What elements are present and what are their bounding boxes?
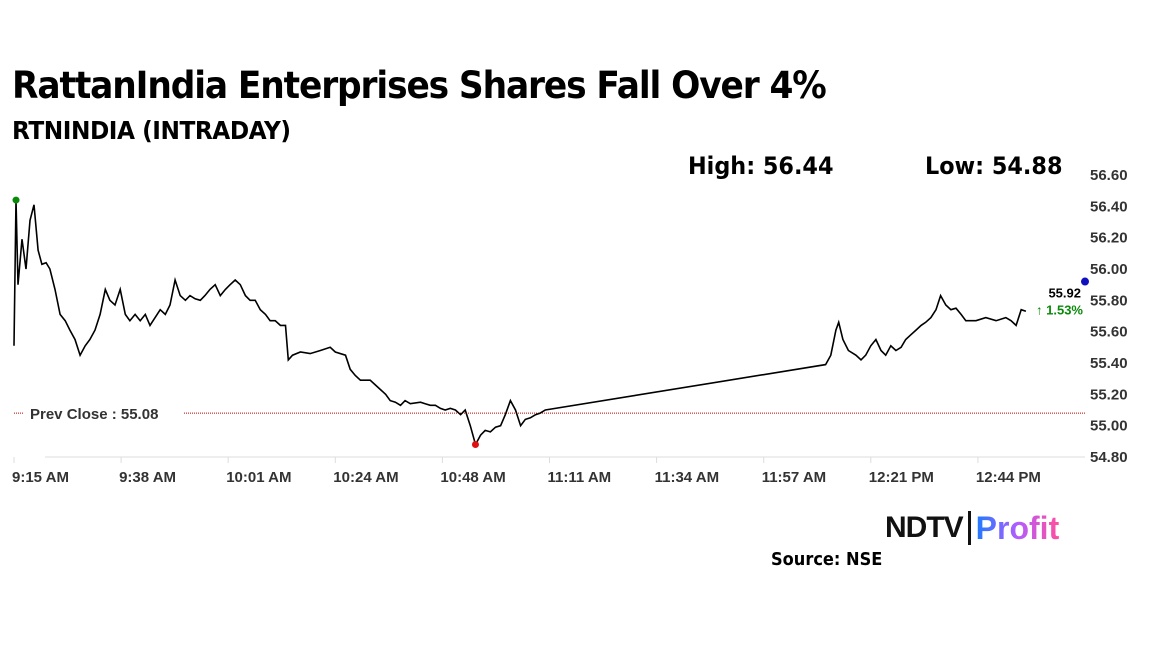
x-tick-label: 9:38 AM	[119, 469, 176, 486]
chart-subtitle: RTNINDIA (INTRADAY)	[12, 116, 291, 145]
high-label: High: 56.44	[688, 152, 834, 180]
prev-close-label: Prev Close : 55.08	[30, 406, 158, 423]
x-tick-label: 9:15 AM	[12, 469, 69, 486]
y-tick-label: 56.60	[1090, 167, 1128, 184]
x-tick-label: 10:48 AM	[440, 469, 505, 486]
low-point-marker	[471, 440, 479, 448]
y-tick-label: 55.80	[1090, 292, 1128, 309]
y-tick-label: 55.00	[1090, 418, 1128, 435]
y-tick-label: 55.60	[1090, 324, 1128, 341]
y-tick-label: 56.40	[1090, 198, 1128, 215]
x-tick-label: 11:11 AM	[548, 469, 612, 486]
last-price-marker	[1081, 277, 1089, 286]
chart-title: RattanIndia Enterprises Shares Fall Over…	[12, 64, 827, 107]
x-tick-label: 12:44 PM	[976, 469, 1041, 486]
price-line	[13, 200, 1027, 447]
x-tick-label: 12:21 PM	[869, 469, 934, 486]
y-tick-label: 56.00	[1090, 261, 1128, 278]
prev-close-label-bg	[24, 401, 184, 424]
y-tick-label: 54.80	[1090, 449, 1128, 466]
x-tick-label: 11:57 AM	[762, 469, 826, 486]
x-tick-label: 10:24 AM	[333, 469, 398, 486]
y-tick-label: 56.20	[1090, 230, 1128, 247]
low-label: Low: 54.88	[925, 152, 1063, 180]
change-percent-label: ↑ 1.53%	[1036, 303, 1083, 318]
x-tick-label: 10:01 AM	[226, 469, 291, 486]
x-tick-label: 11:34 AM	[655, 469, 719, 486]
ndtv-profit-logo: NDTV Profit	[885, 509, 1060, 546]
y-tick-label: 55.20	[1090, 386, 1128, 403]
y-tick-label: 55.40	[1090, 355, 1128, 372]
source-label: Source: NSE	[771, 549, 883, 570]
last-price-label: 55.92	[1048, 286, 1081, 301]
high-point-marker	[12, 196, 20, 204]
